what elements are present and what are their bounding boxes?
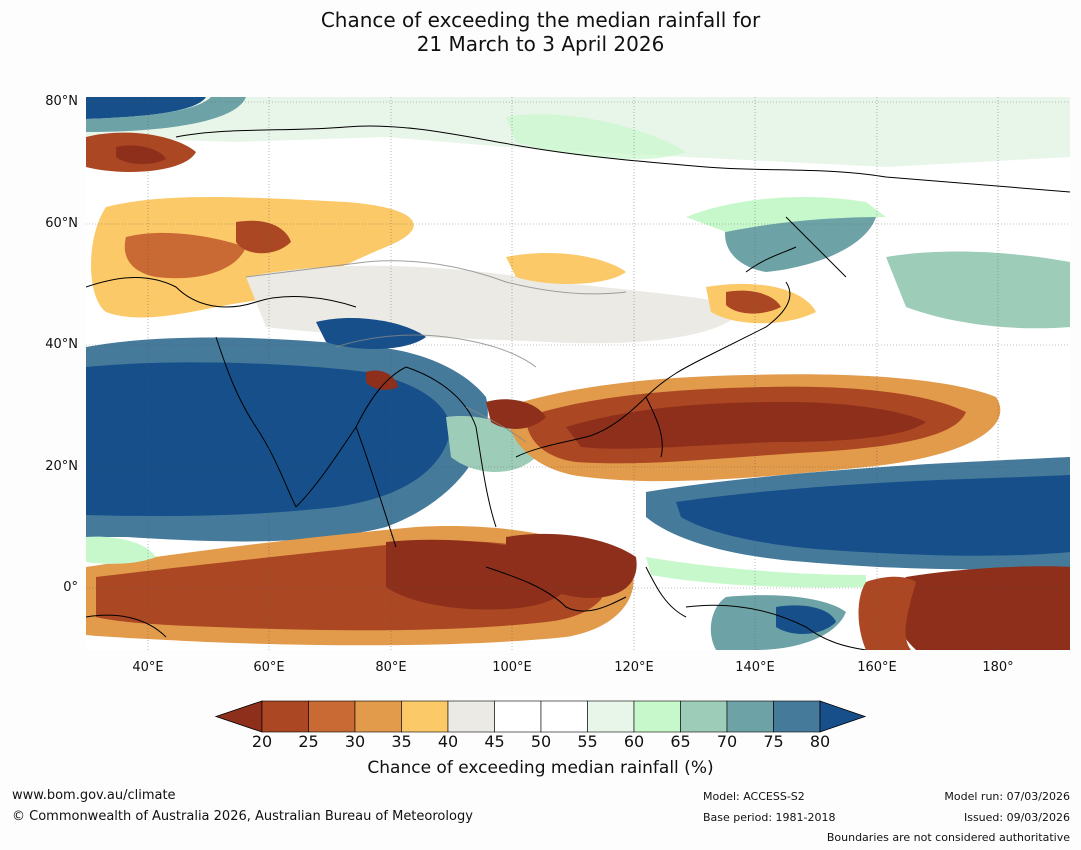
region-mongolia-orange <box>506 252 626 284</box>
probability-regions <box>86 97 1070 650</box>
colorbar-extend-high <box>819 700 867 733</box>
region-north-atlantic-blue <box>86 97 206 119</box>
colorbar-tick-label: 35 <box>391 732 412 751</box>
copyright-text: © Commonwealth of Australia 2026, Austra… <box>12 809 473 824</box>
colorbar-tick-label: 60 <box>623 732 645 751</box>
colorbar-segment <box>261 700 309 733</box>
graticule <box>86 97 1070 650</box>
region-pacific-south-brown <box>858 576 916 650</box>
lon-label-100e: 100°E <box>492 660 532 675</box>
colorbar-segment <box>773 700 821 733</box>
region-far-east-teal <box>725 211 876 272</box>
colorbar-extend-low <box>214 700 263 733</box>
colorbar-tick-label: 50 <box>530 732 552 751</box>
colorbar-segment <box>540 700 588 733</box>
issued-text: Issued: 09/03/2026 <box>963 811 1070 824</box>
region-pacific-blue-dark <box>676 475 1070 556</box>
lat-label-40n: 40°N <box>45 337 78 352</box>
region-maritime-dark <box>506 533 637 598</box>
lon-label-80e: 80°E <box>375 660 407 675</box>
colorbar-tick-label: 30 <box>344 732 366 751</box>
colorbar-tick-label: 20 <box>251 732 273 751</box>
rainfall-map <box>86 97 1070 650</box>
colorbar-segment <box>447 700 495 733</box>
region-europe-brown <box>124 232 246 279</box>
coastlines <box>86 125 1070 650</box>
model-text: Model: ACCESS-S2 <box>703 790 805 803</box>
region-pacific-south-dark <box>893 566 1070 650</box>
region-siberia-light <box>506 114 686 160</box>
region-himalaya-blue <box>316 317 426 349</box>
website-link[interactable]: www.bom.gov.au/climate <box>12 788 176 803</box>
region-far-east-green <box>686 197 886 232</box>
colorbar-segment <box>308 700 356 733</box>
lat-label-0: 0° <box>63 580 78 595</box>
lat-label-60n: 60°N <box>45 216 78 231</box>
region-australia-blue <box>776 605 836 634</box>
region-scandinavia-dark <box>116 145 166 165</box>
lon-label-160e: 160°E <box>857 660 897 675</box>
title-line-1: Chance of exceeding the median rainfall … <box>320 8 761 32</box>
colorbar-segment <box>354 700 402 733</box>
region-pacific-green <box>646 557 866 588</box>
lon-label-120e: 120°E <box>614 660 654 675</box>
colorbar-tick-label: 70 <box>716 732 738 751</box>
colorbar-tick-label: 25 <box>298 732 319 751</box>
lon-label-40e: 40°E <box>132 660 164 675</box>
colorbar-tick-label: 75 <box>763 732 784 751</box>
colorbar-segment <box>633 700 681 733</box>
region-north-atlantic-teal <box>86 97 246 132</box>
colorbar-tick-label: 55 <box>577 732 598 751</box>
lon-label-180: 180° <box>982 660 1014 675</box>
colorbar-segment <box>680 700 728 733</box>
colorbar-tick-label: 80 <box>809 732 831 751</box>
region-china-brown <box>486 399 546 429</box>
region-europe-orange <box>91 197 414 318</box>
lat-label-80n: 80°N <box>45 94 78 109</box>
colorbar-label: Chance of exceeding median rainfall (%) <box>367 758 714 778</box>
chart-title: Chance of exceeding the median rainfall … <box>0 8 1081 56</box>
lon-label-60e: 60°E <box>253 660 285 675</box>
borders <box>245 260 627 443</box>
model-run-text: Model run: 07/03/2026 <box>944 790 1070 803</box>
region-caspian-brown <box>236 220 291 254</box>
region-east-africa-green <box>86 536 156 564</box>
lat-label-20n: 20°N <box>45 459 78 474</box>
disclaimer-text: Boundaries are not considered authoritat… <box>826 831 1070 844</box>
colorbar-tick-label: 45 <box>484 732 505 751</box>
region-japan-brown <box>726 290 781 314</box>
colorbar-tick-label: 65 <box>670 732 691 751</box>
colorbar-segment <box>494 700 542 733</box>
region-tibet-brown <box>366 370 398 390</box>
title-line-2: 21 March to 3 April 2026 <box>416 32 665 56</box>
colorbar-segment <box>726 700 774 733</box>
map-canvas <box>86 97 1070 650</box>
colorbar-segment <box>587 700 635 733</box>
region-arabia-indian-ocean-dark <box>86 362 451 517</box>
base-period-text: Base period: 1981-2018 <box>703 811 836 824</box>
lon-label-140e: 140°E <box>735 660 775 675</box>
region-pacific-north-teal <box>886 251 1070 329</box>
colorbar-tick-label: 40 <box>437 732 459 751</box>
colorbar-segment <box>401 700 449 733</box>
region-east-asia-dark <box>566 402 926 449</box>
